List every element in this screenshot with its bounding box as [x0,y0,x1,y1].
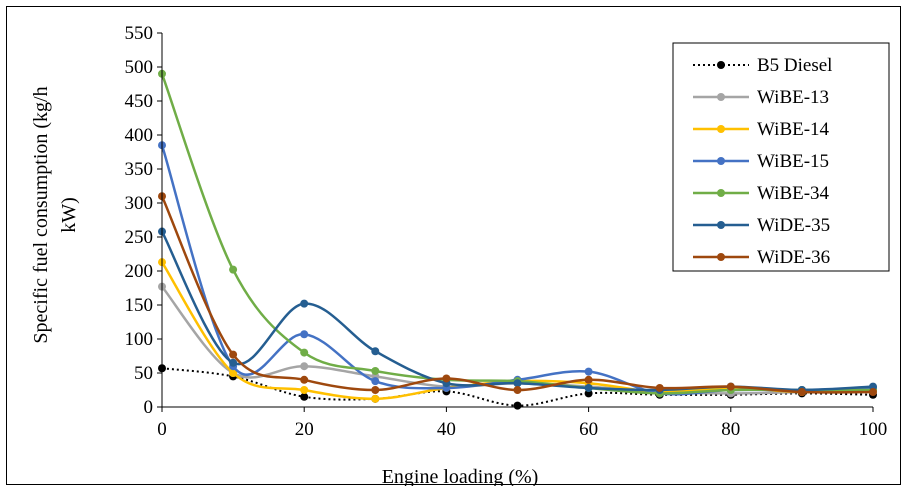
legend-label: WiBE-15 [757,151,829,172]
legend-label: B5 Diesel [757,55,832,76]
data-point [513,379,522,388]
data-point [300,348,309,357]
chart-frame: 0 50 100 150 200 250 300 350 400 450 500 550 0 20 40 60… [6,6,901,486]
legend-item: B5 Diesel [693,55,832,76]
data-point [229,369,238,377]
legend-label: WiBE-13 [757,87,829,108]
data-point [229,350,238,359]
y-tick-label: 550 [125,23,154,44]
y-tick-label: 450 [125,91,154,112]
y-axis-title-line-1: Specific fuel consumption (kg/h [30,86,52,343]
legend-swatch-marker [717,157,725,165]
x-tick-label: 20 [295,419,314,440]
y-tick-label: 300 [125,193,154,214]
legend-label: WiDE-36 [757,247,830,268]
data-point [584,375,593,384]
plot-area [158,69,877,410]
data-point [584,367,593,376]
data-point [513,401,522,410]
series-wide-36 [158,192,877,397]
legend-item: WiBE-14 [693,119,830,140]
legend-label: WiBE-34 [757,183,830,204]
y-axis-title: Specific fuel consumption (kg/h kW) [30,86,80,343]
data-point [371,347,380,356]
legend-box [672,42,890,272]
data-point [371,386,380,394]
y-tick-label: 250 [125,227,154,248]
legend-swatch-marker [717,93,725,101]
data-point [300,375,309,384]
legend-swatch-marker [717,253,725,261]
y-tick-label: 0 [144,397,154,418]
legend-swatch-marker [717,189,725,197]
data-point [300,392,309,401]
data-point [797,388,806,397]
y-tick-label: 150 [125,295,154,316]
legend-swatch-marker [717,61,725,69]
data-point [300,386,309,394]
legend: B5 Diesel WiBE-13 WiBE-14 WiBE-15 WiBE-34 WiD… [672,42,890,272]
y-tick-label: 200 [125,261,154,282]
data-point [726,382,735,391]
legend-swatch-marker [717,221,725,229]
y-tick-label: 100 [125,329,154,350]
data-point [229,265,238,274]
x-tick-label: 60 [579,419,598,440]
x-axis-title: Engine loading (%) [382,466,539,486]
legend-label: WiDE-35 [757,215,830,236]
legend-item: WiBE-34 [693,183,830,204]
data-point [513,386,522,394]
data-point [300,362,309,371]
chart-svg: 0 50 100 150 200 250 300 350 400 450 500 550 0 20 40 60… [30,23,890,486]
data-point [869,388,877,397]
data-point [655,383,664,392]
y-tick-label: 350 [125,159,154,180]
data-point [300,299,309,308]
legend-item: WiDE-35 [693,215,830,236]
data-point [584,383,593,392]
x-tick-label: 0 [157,419,167,440]
x-tick-label: 40 [437,419,456,440]
y-axis-title-line-2: kW) [58,197,80,233]
data-point [442,374,451,383]
legend-item: WiBE-15 [693,151,829,172]
axes: 0 50 100 150 200 250 300 350 400 450 500 550 0 20 40 60… [125,23,888,440]
data-point [371,394,380,403]
legend-item: WiDE-36 [693,247,830,268]
legend-label: WiBE-14 [757,119,830,140]
data-point [229,358,238,367]
data-point [300,330,309,339]
data-point [371,366,380,375]
y-tick-label: 400 [125,125,154,146]
data-point [371,377,380,386]
legend-item: WiBE-13 [693,87,829,108]
x-tick-label: 100 [859,419,888,440]
series-line [160,73,873,395]
series-line [160,195,874,394]
legend-swatch-marker [717,125,725,133]
y-tick-label: 50 [134,363,153,384]
y-tick-label: 500 [125,57,154,78]
x-tick-label: 80 [721,419,740,440]
